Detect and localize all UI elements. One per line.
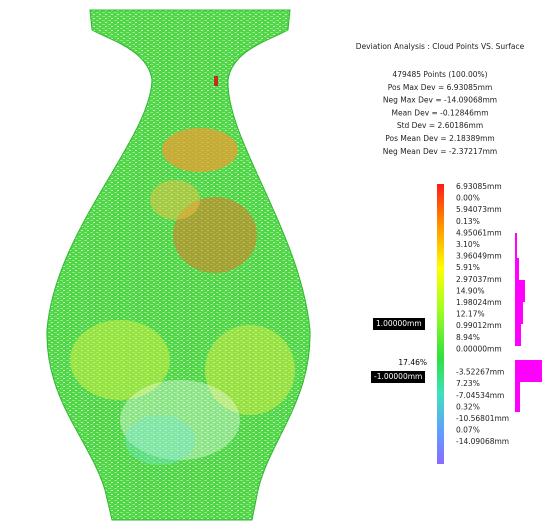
- scale-percentage: 3.10%: [456, 240, 480, 249]
- scale-label: -7.04534mm: [456, 391, 504, 400]
- stat-line: Neg Mean Dev = -2.37217mm: [383, 147, 497, 156]
- scale-percentage: 12.17%: [456, 310, 485, 319]
- viewport: Deviation Analysis : Cloud Points VS. Su…: [0, 0, 543, 531]
- scale-percentage: 0.32%: [456, 402, 480, 411]
- stat-line: Pos Max Dev = 6.93085mm: [388, 83, 493, 92]
- vase: [47, 10, 310, 520]
- scale-percentage: 5.91%: [456, 263, 480, 272]
- scale-percentage: 0.00%: [456, 194, 480, 203]
- histogram: [515, 233, 542, 412]
- within-tolerance: 17.46%: [380, 358, 427, 367]
- scale-label: -3.52267mm: [456, 368, 504, 377]
- scale-percentage: 0.07%: [456, 426, 480, 435]
- stat-line: Pos Mean Dev = 2.18389mm: [385, 134, 494, 143]
- lower-tolerance: -1.00000mm: [371, 371, 425, 383]
- scale-label: 5.94073mm: [456, 205, 502, 214]
- scale-percentage: 0.13%: [456, 217, 480, 226]
- color-bar: [437, 184, 444, 464]
- scale-label: -14.09068mm: [456, 437, 509, 446]
- stat-line: 479485 Points (100.00%): [392, 70, 487, 79]
- screen: Deviation Analysis : Cloud Points VS. Su…: [0, 0, 543, 531]
- scale-label: 0.99012mm: [456, 321, 502, 330]
- scale-label: 4.95061mm: [456, 228, 502, 237]
- upper-tolerance: 1.00000mm: [373, 318, 425, 330]
- stat-line: Neg Max Dev = -14.09068mm: [383, 96, 497, 105]
- title: Deviation Analysis : Cloud Points VS. Su…: [356, 42, 525, 51]
- scale-label: 1.98024mm: [456, 298, 502, 307]
- stat-line: Std Dev = 2.60186mm: [397, 121, 483, 130]
- scale-percentage: 7.23%: [456, 379, 480, 388]
- scale-label: 2.97037mm: [456, 275, 502, 284]
- scale-percentage: 8.94%: [456, 333, 480, 342]
- scale-label: 0.00000mm: [456, 344, 502, 353]
- scale-label: 6.93085mm: [456, 182, 502, 191]
- scale-label: -10.56801mm: [456, 414, 509, 423]
- scale-percentage: 14.90%: [456, 286, 485, 295]
- scale-label: 3.96049mm: [456, 252, 502, 261]
- stat-line: Mean Dev = -0.12846mm: [391, 108, 488, 117]
